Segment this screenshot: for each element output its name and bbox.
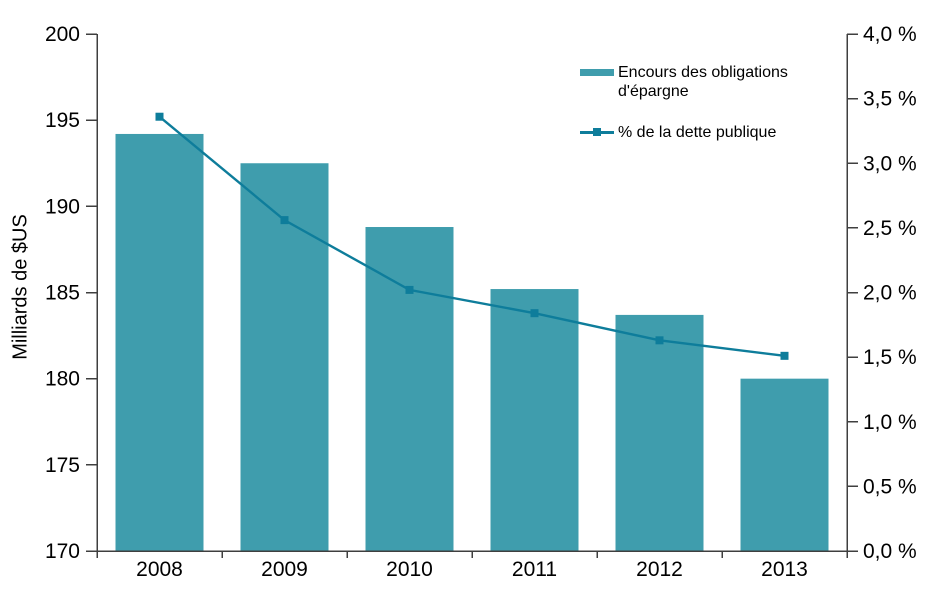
legend: Encours des obligations d'épargne % de l… — [580, 63, 840, 142]
square-marker-icon — [593, 128, 601, 136]
line-series — [158, 115, 785, 358]
bar-2010 — [365, 227, 454, 551]
right-axis-tick-label: 2,0 % — [863, 282, 917, 305]
line-marker-2012 — [655, 336, 664, 345]
right-axis-tick-label: 1,0 % — [863, 411, 917, 434]
bar-2009 — [240, 163, 329, 551]
right-axis-tick-label: 3,5 % — [863, 88, 917, 111]
right-axis-tick-label: 3,0 % — [863, 152, 917, 175]
bar-2008 — [115, 133, 204, 551]
right-axis-tick-label: 1,5 % — [863, 346, 917, 369]
right-axis-tick-label: 2,5 % — [863, 217, 917, 240]
x-axis-category-label: 2010 — [386, 558, 433, 581]
line-marker-2009 — [280, 216, 289, 225]
left-axis-tick-label: 175 — [45, 454, 80, 477]
right-axis-tick-label: 0,0 % — [863, 540, 917, 563]
x-axis-category-label: 2008 — [136, 558, 183, 581]
legend-item-bars: Encours des obligations d'épargne — [580, 63, 840, 101]
line-marker-2010 — [405, 285, 414, 294]
left-axis-tick-label: 180 — [45, 368, 80, 391]
line-marker-2011 — [530, 309, 539, 318]
left-axis-title: Milliards de $US — [9, 214, 32, 360]
line-marker-2008 — [155, 112, 164, 121]
legend-label-bars: Encours des obligations d'épargne — [618, 64, 788, 100]
x-axis-category-label: 2009 — [261, 558, 308, 581]
x-axis-category-label: 2013 — [761, 558, 808, 581]
x-axis-category-label: 2011 — [512, 558, 557, 581]
bar-2012 — [615, 314, 704, 551]
line-marker-2013 — [780, 351, 789, 360]
legend-item-line: % de la dette publique — [580, 123, 840, 142]
bar-2011 — [490, 289, 579, 551]
left-axis-tick-label: 190 — [45, 195, 80, 218]
line-marker-swatch-icon — [580, 128, 614, 136]
x-axis-category-label: 2012 — [636, 558, 683, 581]
bar-2013 — [740, 378, 829, 551]
left-axis-tick-label: 200 — [45, 23, 80, 46]
legend-label-line: % de la dette publique — [618, 124, 777, 141]
right-axis-tick-label: 0,5 % — [863, 475, 917, 498]
left-axis-tick-label: 195 — [45, 109, 80, 132]
right-axis-tick-label: 4,0 % — [863, 23, 917, 46]
left-axis-tick-label: 170 — [45, 540, 80, 563]
left-axis-tick-label: 185 — [45, 282, 80, 305]
bar-swatch-icon — [580, 69, 614, 76]
